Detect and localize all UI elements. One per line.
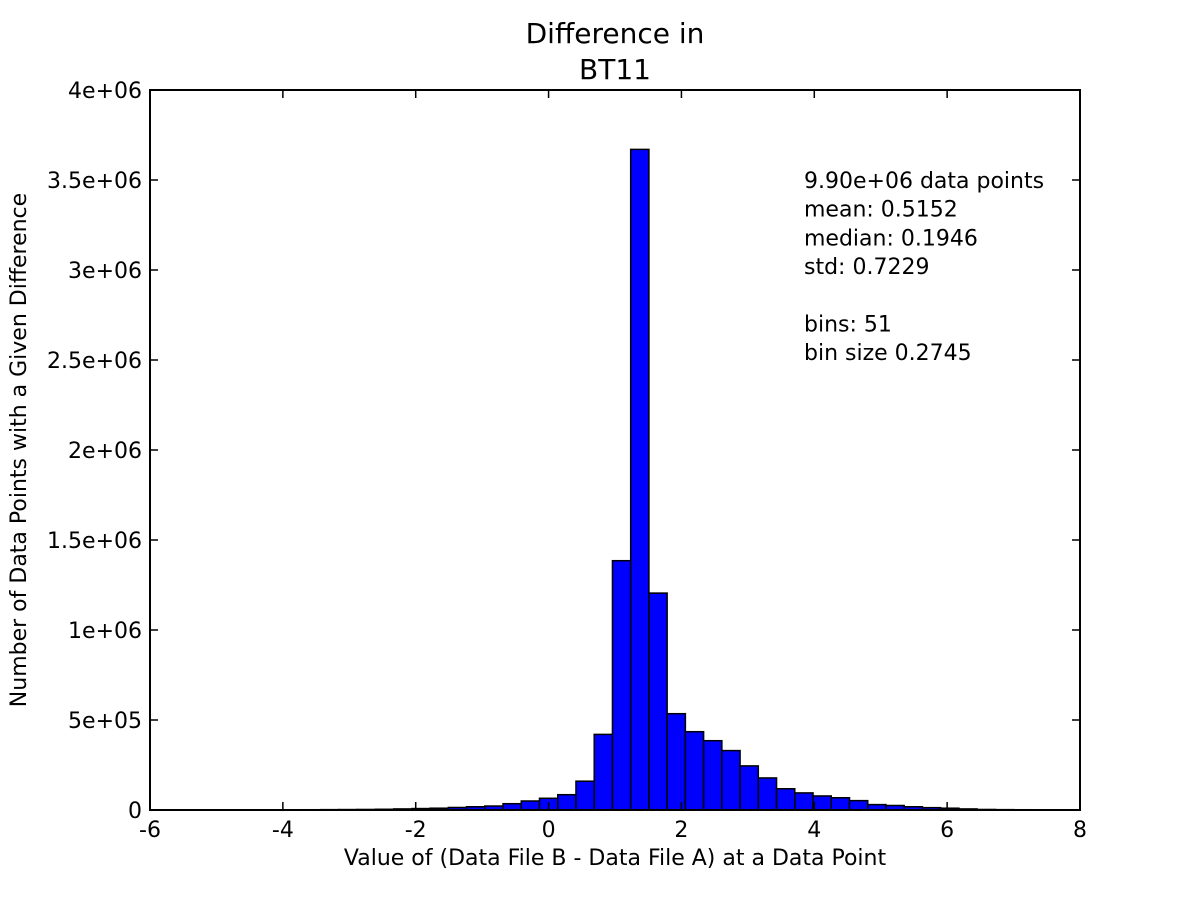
histogram-bar (666, 712, 687, 811)
histogram-bar (721, 749, 741, 811)
histogram-bar (812, 795, 833, 811)
annotation-line: bins: 51 (804, 313, 892, 338)
plot-frame (149, 89, 1081, 811)
y-tick-label: 2e+06 (68, 439, 142, 464)
histogram-bar (757, 777, 778, 811)
x-tick-label: -6 (139, 818, 161, 843)
histogram-bar (611, 559, 632, 811)
x-axis-label: Value of (Data File B - Data File A) at … (344, 846, 887, 871)
x-tick-label: 6 (940, 818, 954, 843)
histogram-bar (830, 797, 851, 811)
annotation-line: mean: 0.5152 (804, 198, 958, 223)
histogram-bar (629, 148, 650, 811)
annotation-line: median: 0.1946 (804, 226, 978, 251)
y-tick-label: 5e+05 (68, 709, 142, 734)
histogram-bar (593, 733, 614, 811)
y-tick-label: 2.5e+06 (47, 349, 142, 374)
y-tick-label: 3e+06 (68, 259, 142, 284)
annotation-line: bin size 0.2745 (804, 341, 972, 366)
histogram-bar (702, 739, 723, 811)
histogram-bar (520, 800, 541, 811)
histogram-bar (848, 799, 869, 811)
histogram-bar (648, 592, 668, 811)
chart-title-line-2: BT11 (579, 53, 651, 86)
y-axis-label: Number of Data Points with a Given Diffe… (7, 193, 32, 707)
x-tick-label: 4 (807, 818, 821, 843)
y-tick-label: 4e+06 (68, 79, 142, 104)
chart-title-line-1: Difference in (526, 17, 705, 50)
x-tick-label: 2 (674, 818, 688, 843)
histogram-bar (556, 793, 577, 811)
x-tick-label: 8 (1073, 818, 1087, 843)
y-tick-label: 1e+06 (68, 619, 142, 644)
y-tick-label: 1.5e+06 (47, 529, 142, 554)
stats-annotation: 9.90e+06 data points mean: 0.5152 median: … (804, 169, 1044, 366)
y-tick-label: 3.5e+06 (47, 169, 142, 194)
y-tick-label: 0 (128, 799, 142, 824)
histogram-bar (575, 780, 595, 811)
histogram-bar (684, 730, 705, 811)
x-tick-label: -4 (272, 818, 294, 843)
histogram-bar (739, 765, 760, 811)
axis-ticks: -6 -4 -2 0 2 4 6 8 0 5e+05 1e+06 1.5e+06 2e+06 2.5e+0… (47, 79, 1087, 843)
histogram-bar (775, 788, 796, 811)
histogram-bar (794, 792, 814, 811)
annotation-line: 9.90e+06 data points (804, 169, 1044, 194)
x-tick-label: -2 (405, 818, 427, 843)
annotation-line: std: 0.7229 (804, 255, 929, 280)
x-tick-label: 0 (542, 818, 556, 843)
